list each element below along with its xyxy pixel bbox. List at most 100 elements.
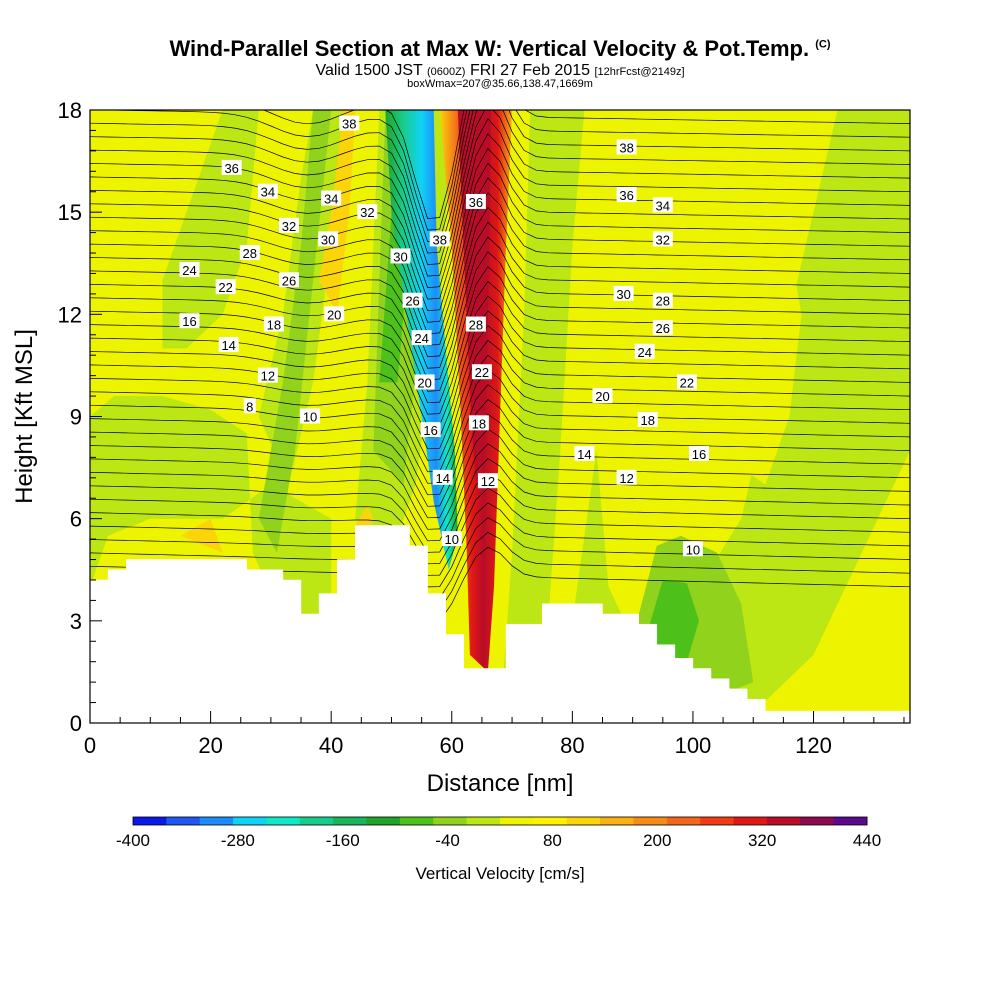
terrain-mask — [89, 525, 911, 724]
velocity-region-14 — [319, 110, 356, 315]
isentrope-line — [90, 118, 910, 288]
contour-label-value: 38 — [432, 232, 446, 247]
isentrope-line — [90, 325, 910, 450]
contour-label: 24 — [179, 262, 200, 278]
contour-label-box — [468, 415, 489, 431]
contour-label-value: 14 — [435, 471, 449, 486]
contour-label: 38 — [616, 139, 637, 155]
colorbar-tick-label: 440 — [853, 831, 881, 850]
y-tick-label: 9 — [70, 405, 82, 430]
contour-label-value: 30 — [616, 287, 630, 302]
contour-label-box — [477, 473, 498, 489]
isentrope-line — [90, 110, 910, 231]
contour-label-box — [390, 248, 411, 264]
x-tick-label: 60 — [440, 733, 464, 758]
contour-label: 36 — [465, 193, 486, 210]
contour-label: 22 — [676, 374, 697, 390]
isentrope-line — [90, 443, 910, 542]
isentrope-line — [90, 399, 910, 507]
contour-label-box — [471, 364, 492, 380]
colorbar: -400 -280 -160 -40 80 200 320 440 — [116, 816, 881, 850]
contour-label: 18 — [468, 415, 489, 431]
velocity-region-12 — [741, 246, 802, 485]
contour-label-value: 30 — [393, 249, 407, 264]
colorbar-tick-label: 320 — [748, 831, 776, 850]
contour-label-value: 32 — [282, 219, 296, 234]
contour-label-value: 18 — [472, 416, 486, 431]
contour-label-value: 24 — [182, 263, 196, 278]
isentrope-line — [90, 177, 910, 335]
colorbar-tick-label: -280 — [221, 831, 255, 850]
contour-label: 14 — [574, 445, 595, 462]
contour-label: 20 — [324, 306, 345, 322]
colorbar-swatch — [833, 817, 868, 825]
contour-label-value: 26 — [656, 321, 670, 336]
contour-label-box — [613, 285, 634, 301]
y-axis-label: Height [Kft MSL] — [11, 329, 38, 504]
colorbar-swatch — [133, 817, 167, 825]
y-tick-label: 3 — [70, 609, 82, 634]
contour-label-box — [411, 330, 432, 346]
x-tick-label: 120 — [795, 733, 832, 758]
contour-label-value: 16 — [423, 423, 437, 438]
contour-label: 32 — [357, 204, 378, 220]
valid-date: FRI 27 Feb 2015 — [469, 62, 591, 79]
contour-label-box — [441, 531, 462, 547]
isentrope-line — [90, 133, 910, 300]
x-tick-label: 0 — [84, 733, 96, 758]
isentrope-line — [90, 369, 910, 484]
contour-label: 8 — [243, 398, 256, 414]
colorbar-swatch — [433, 817, 468, 825]
contour-label-value: 22 — [475, 365, 489, 380]
contour-label-value: 32 — [656, 232, 670, 247]
contour-label-box — [239, 245, 260, 261]
contour-label-box — [318, 231, 339, 247]
contour-label: 24 — [411, 330, 432, 346]
contour-label-box — [179, 262, 200, 278]
contour-label: 30 — [390, 248, 411, 264]
forecast-info: [12hrFcst@2149z] — [594, 66, 685, 78]
contour-label-box — [300, 408, 321, 424]
contour-label: 20 — [592, 388, 613, 404]
contour-label-box — [465, 316, 486, 332]
contour-label: 38 — [339, 115, 360, 132]
contour-label-box — [616, 187, 637, 203]
contour-label-value: 38 — [342, 117, 356, 132]
isentrope-line — [90, 266, 910, 404]
velocity-region-6 — [258, 110, 332, 553]
contour-label-box — [321, 190, 342, 206]
contour-label: 12 — [477, 473, 498, 489]
isentrope-line — [90, 110, 910, 265]
contour-label-box — [357, 204, 378, 220]
contour-label-box — [616, 139, 637, 155]
contour-label-value: 22 — [680, 375, 694, 390]
contour-label-value: 32 — [360, 205, 374, 220]
contour-label-box — [465, 193, 486, 209]
colorbar-swatch — [299, 817, 334, 825]
colorbar-swatch — [366, 817, 401, 825]
contour-label-box — [682, 541, 703, 557]
colorbar-swatch — [233, 817, 267, 825]
isentrope-line — [90, 428, 910, 530]
contour-label-value: 36 — [619, 188, 633, 203]
contour-label-value: 34 — [261, 185, 275, 200]
contour-label-box — [257, 367, 278, 383]
isentrope-line — [90, 251, 910, 392]
contour-label-value: 36 — [469, 195, 483, 210]
contour-label-value: 16 — [692, 447, 706, 462]
contour-label: 26 — [402, 292, 423, 309]
contour-label-value: 38 — [619, 140, 633, 155]
contour-label: 10 — [682, 541, 703, 557]
contour-label-box — [339, 115, 360, 131]
contour-label-box — [278, 217, 299, 233]
contour-label-box — [278, 272, 299, 288]
contour-label-box — [215, 279, 236, 295]
contour-label-box — [257, 183, 278, 199]
contour-label-value: 18 — [640, 413, 654, 428]
copyright-mark: (C) — [815, 38, 831, 51]
box-wmax-info: boxWmax=207@35.66,138.47,1669m — [407, 78, 593, 90]
colorbar-tick-label: -400 — [116, 831, 150, 850]
isentrope-line — [90, 413, 910, 519]
contour-label-box — [263, 316, 284, 332]
